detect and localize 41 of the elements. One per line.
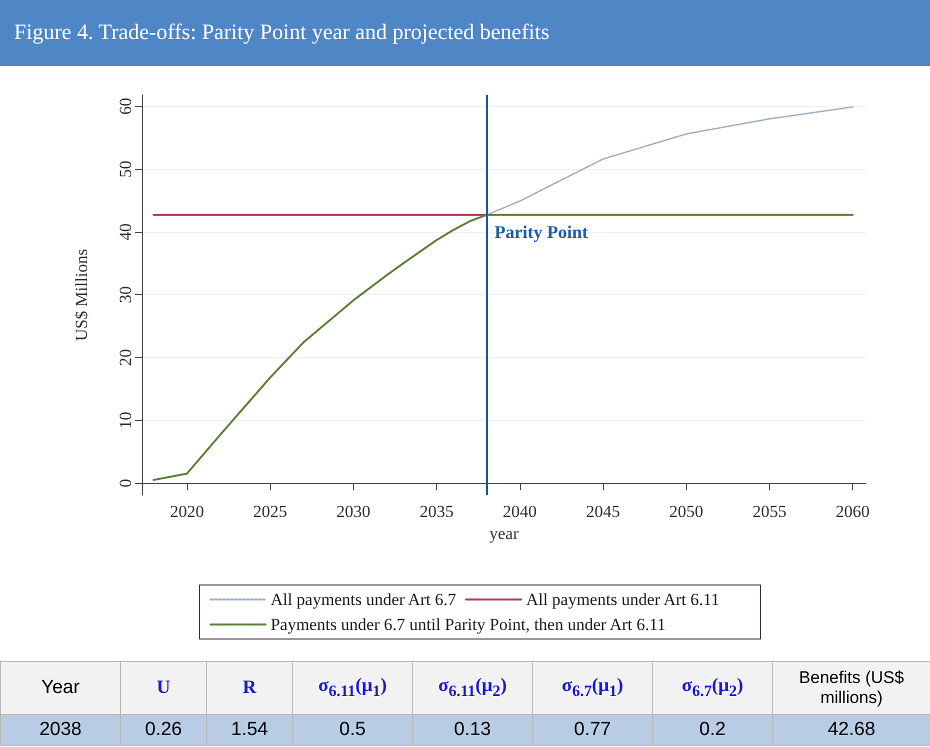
x-tick-label: 2040	[502, 502, 537, 521]
text: 0.13	[412, 714, 532, 746]
legend-label: All payments under Art 6.7	[270, 590, 457, 609]
legend-label: Payments under 6.7 until Parity Point, then under Art 6.11	[270, 615, 666, 634]
y-tick-label: 0	[116, 478, 135, 488]
line-series	[486, 106, 854, 216]
y-tick-label: 60	[116, 98, 135, 115]
x-tick-label: 2055	[752, 502, 786, 521]
x-tick-label: 2060	[836, 502, 870, 521]
text: 42.68	[772, 714, 930, 746]
y-tick-label: 40	[116, 223, 135, 240]
text: 0.77	[532, 714, 652, 746]
text: 0.2	[652, 714, 772, 746]
y-tick-label: 30	[116, 286, 135, 304]
x-tick-label: 2020	[170, 502, 204, 521]
y-tick-label: 20	[116, 348, 135, 366]
text: σ$_{6.7}$(μ$_{1}$)	[532, 662, 652, 714]
text: 0.5	[292, 714, 412, 746]
y-tick-label: 50	[116, 160, 135, 178]
text: σ$_{6.11}$(μ$_{1}$)	[292, 662, 412, 714]
text: Year	[0, 662, 120, 714]
legend-label: All payments under Art 6.11	[526, 590, 720, 609]
line-series	[152, 214, 854, 481]
text: Benefits (US$ millions)	[772, 662, 930, 714]
text: U	[120, 662, 206, 714]
chart-title: Figure 4. Trade-offs: Parity Point year and projected benefits	[0, 0, 930, 66]
x-tick-label: 2050	[669, 502, 704, 521]
text: 2038	[0, 714, 120, 746]
text: 0.26	[120, 714, 206, 746]
y-tick-label: 10	[116, 412, 135, 429]
text: σ$_{6.7}$(μ$_{2}$)	[652, 662, 772, 714]
text: 1.54	[206, 714, 292, 746]
x-tick-label: 2030	[336, 502, 370, 521]
y-axis-title: US$ Millions	[72, 248, 91, 342]
x-tick-label: 2025	[253, 502, 288, 521]
ref-line-label: Parity Point	[494, 222, 588, 242]
x-axis-title: year	[489, 524, 519, 543]
text: R	[206, 662, 292, 714]
x-tick-label: 2035	[420, 502, 454, 521]
x-tick-label: 2045	[586, 502, 620, 521]
text: σ$_{6.11}$(μ$_{2}$)	[412, 662, 532, 714]
